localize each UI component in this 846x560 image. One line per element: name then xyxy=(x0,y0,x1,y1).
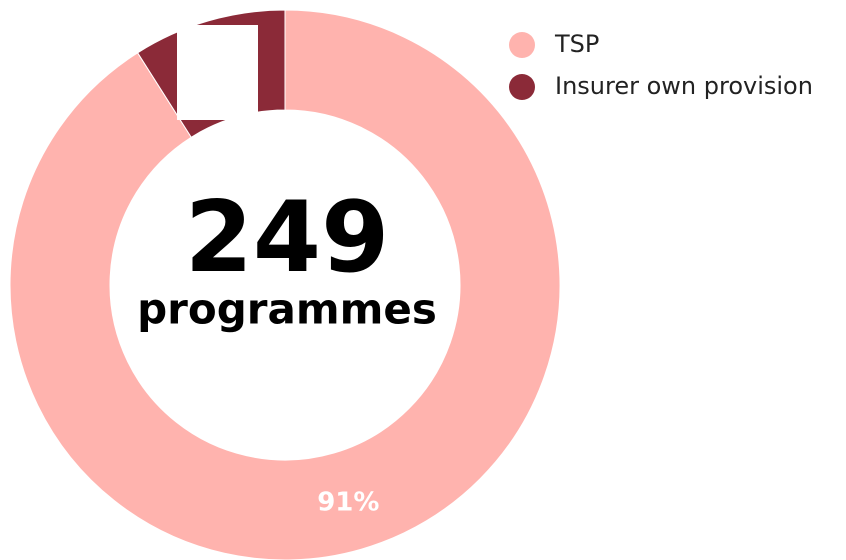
legend: TSP Insurer own provision xyxy=(509,30,813,100)
legend-label: Insurer own provision xyxy=(555,72,813,100)
slice xyxy=(9,9,561,560)
center-value: 249 xyxy=(185,181,390,295)
legend-swatch xyxy=(509,74,535,100)
data-label: 91% xyxy=(317,487,379,517)
label-box xyxy=(177,25,258,120)
legend-swatch xyxy=(509,32,535,58)
legend-label: TSP xyxy=(554,30,599,58)
center-label: programmes xyxy=(137,285,437,334)
